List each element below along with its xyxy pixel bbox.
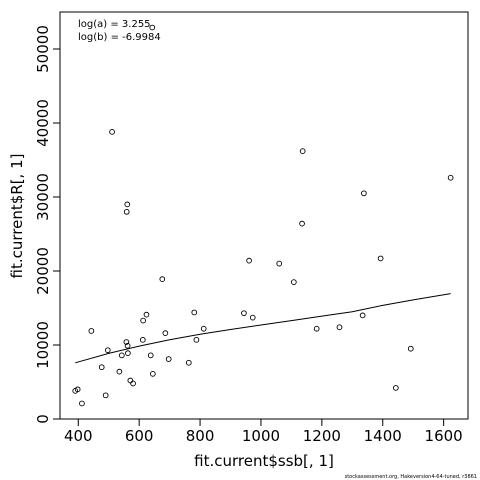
y-tick-label: 50000 (34, 25, 52, 73)
data-point (143, 311, 150, 318)
x-tick-label: 1200 (303, 427, 341, 445)
data-point (149, 24, 156, 31)
data-point (79, 400, 85, 407)
data-point (130, 380, 136, 387)
data-point (191, 309, 198, 316)
y-tick-label: 30000 (34, 173, 52, 221)
data-point (377, 255, 384, 262)
data-point (392, 385, 399, 391)
x-tick-label: 1400 (364, 427, 402, 445)
data-point (447, 174, 454, 181)
y-tick-label: 40000 (34, 99, 52, 147)
data-point (88, 328, 95, 334)
data-point (276, 260, 283, 267)
data-point (290, 279, 297, 285)
data-point (98, 364, 105, 371)
data-points (72, 24, 454, 407)
y-axis: 0 10000 20000 30000 40000 50000 (34, 25, 60, 424)
data-point (200, 325, 207, 332)
data-point (299, 220, 305, 227)
data-point (102, 392, 109, 399)
x-tick-label: 800 (186, 427, 215, 445)
data-point (109, 129, 115, 135)
data-point (246, 257, 252, 264)
data-point (127, 377, 134, 384)
data-point (241, 310, 247, 317)
x-axis-title: fit.current$ssb[, 1] (194, 452, 334, 470)
data-point (361, 190, 367, 197)
y-tick-label: 20000 (34, 247, 52, 295)
x-axis: 400 600 800 1000 1200 1400 1600 (64, 419, 463, 445)
data-point (336, 324, 343, 331)
data-point (147, 352, 154, 359)
data-point (249, 314, 256, 321)
data-point (299, 148, 306, 154)
data-point (313, 325, 320, 332)
data-point (125, 350, 131, 356)
data-point (104, 347, 111, 354)
fit-curve (75, 293, 451, 364)
data-point (159, 276, 166, 282)
data-point (140, 317, 146, 324)
data-point (123, 339, 130, 345)
data-point (407, 345, 414, 352)
x-tick-label: 600 (125, 427, 154, 445)
data-point (150, 371, 156, 377)
x-tick-label: 1600 (425, 427, 463, 445)
x-tick-label: 400 (64, 427, 93, 445)
y-axis-title: fit.current$R[, 1] (8, 154, 26, 279)
plot-frame (59, 11, 469, 420)
data-point (162, 330, 169, 337)
data-point (193, 336, 200, 343)
footer-credit: stockassessment.org, Hakeversion4-64-tun… (345, 474, 477, 480)
annotation-log-b: log(b) = -6.9984 (78, 32, 161, 43)
data-point (123, 208, 130, 215)
x-tick-label: 1000 (242, 427, 280, 445)
data-point (165, 356, 172, 362)
data-point (118, 352, 125, 359)
annotation-log-a: log(a) = 3.255 (78, 19, 151, 30)
data-point (124, 201, 131, 208)
y-tick-label: 10000 (34, 321, 52, 369)
data-point (359, 312, 366, 319)
data-point (185, 359, 192, 366)
data-point (116, 368, 123, 375)
data-point (139, 336, 146, 343)
y-tick-label: 0 (34, 414, 52, 424)
data-point (74, 386, 81, 393)
data-point (124, 342, 131, 349)
